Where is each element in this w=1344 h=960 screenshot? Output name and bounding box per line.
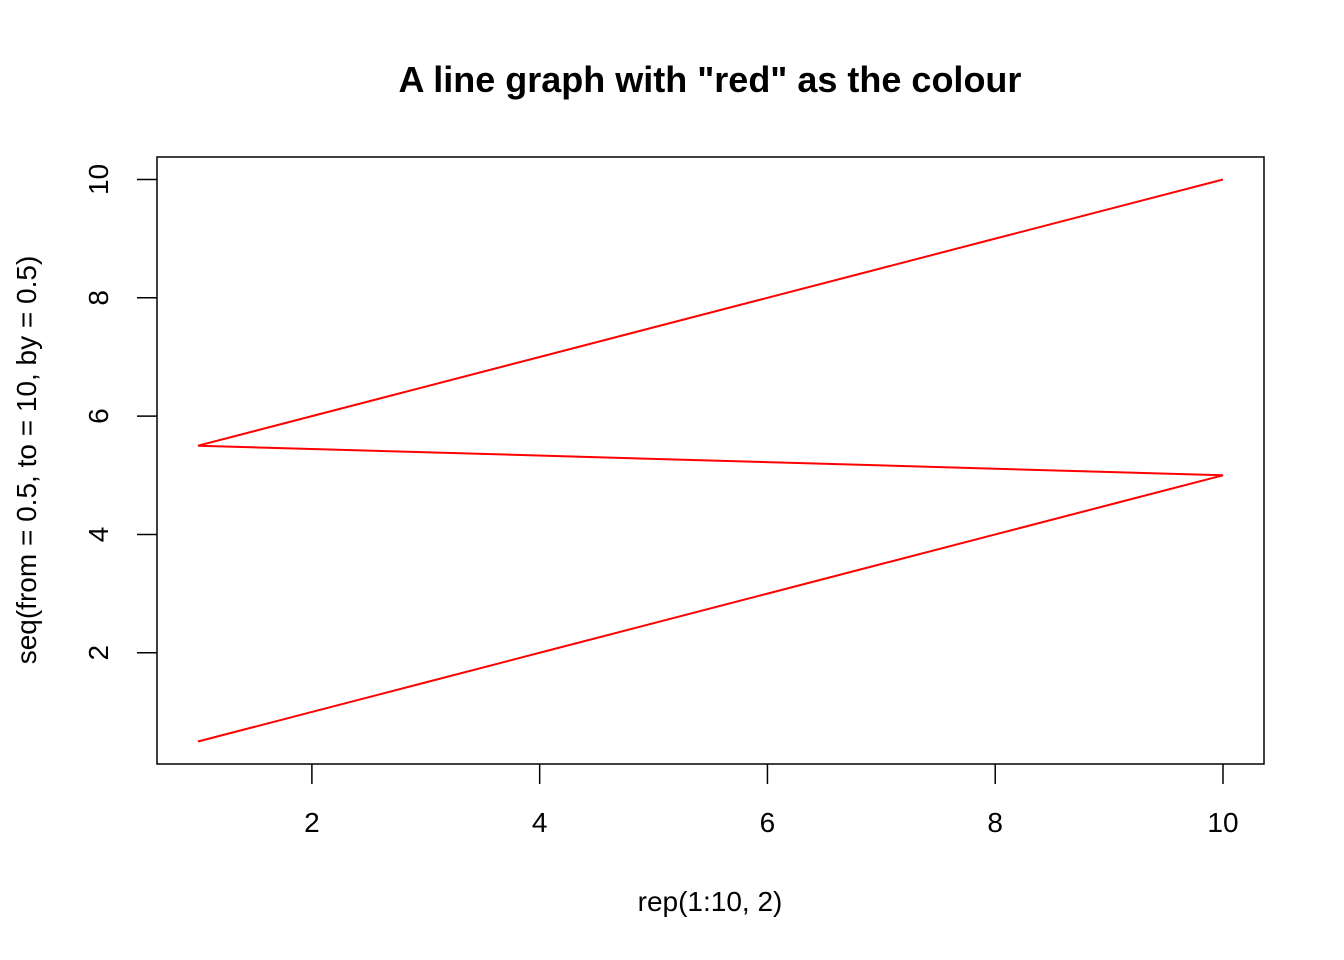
y-tick-label: 6 [83,408,114,424]
series-line [197,178,1224,743]
plot-frame [156,156,1265,765]
y-tick-label: 10 [83,164,114,195]
y-tick-label: 2 [83,645,114,661]
chart-title: A line graph with "red" as the colour [399,59,1022,100]
x-tick-label: 4 [532,807,548,838]
y-tick-label: 8 [83,290,114,306]
y-axis: 2 4 6 8 10 [83,164,157,661]
y-axis-label: seq(from = 0.5, to = 10, by = 0.5) [11,256,42,665]
x-tick-label: 6 [760,807,776,838]
x-tick-label: 8 [987,807,1003,838]
y-tick-label: 4 [83,527,114,543]
x-axis: 2 4 6 8 10 [304,764,1239,838]
x-tick-label: 10 [1207,807,1238,838]
x-tick-label: 2 [304,807,320,838]
x-axis-label: rep(1:10, 2) [638,886,783,917]
